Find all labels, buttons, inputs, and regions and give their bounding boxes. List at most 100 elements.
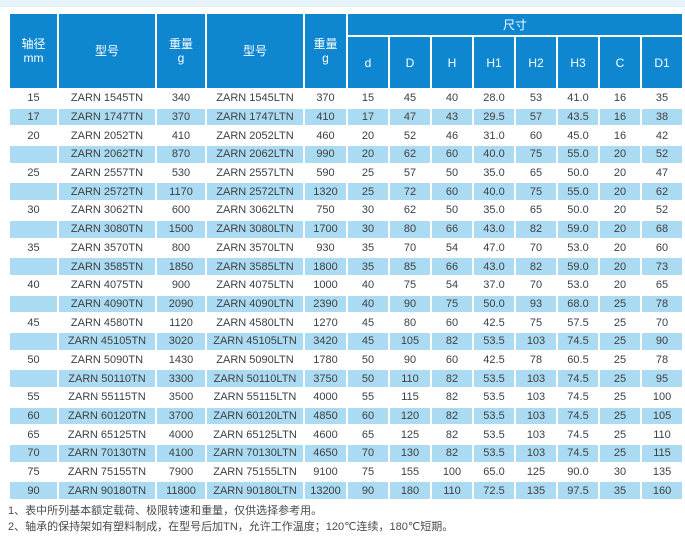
shaft-diameter-cell: 35	[8, 237, 59, 259]
model-ltn-cell: ZARN 2062LTN	[205, 144, 305, 165]
model-ltn-cell: ZARN 3570LTN	[205, 237, 305, 259]
dim-H3-cell: 90.0	[556, 461, 600, 483]
dim-C-cell: 16	[598, 88, 642, 109]
header-row-dimensions: d D H H1 H2 H3 C D1	[9, 35, 685, 90]
dim-H2-cell: 125	[514, 461, 558, 483]
col-header-h2: H2	[514, 35, 558, 90]
dim-H1-cell: 35.0	[472, 162, 516, 184]
dim-C-cell: 16	[598, 125, 642, 147]
dim-H2-cell: 93	[514, 293, 558, 315]
dim-H3-cell: 60.5	[556, 349, 600, 371]
shaft-diameter-cell: 60	[8, 405, 59, 427]
model-ltn-cell: ZARN 1545LTN	[205, 88, 305, 109]
dim-D1-cell: 135	[639, 461, 685, 483]
dim-d-cell: 50	[346, 349, 390, 371]
weight-tn-cell: 1500	[155, 218, 207, 240]
dim-D-cell: 75	[388, 274, 432, 296]
dim-D1-cell: 70	[639, 312, 685, 333]
table-row: ZARN 3080TN 1500 ZARN 3080LTN 1700 30 80 66 43.…	[8, 218, 685, 240]
dim-H-cell: 40	[430, 88, 474, 109]
weight-ltn-cell: 4000	[303, 387, 348, 408]
dim-D-cell: 80	[388, 312, 432, 333]
table-row: 15 ZARN 1545TN 340 ZARN 1545LTN 370 15 45 40 28.…	[8, 88, 685, 109]
weight-tn-cell: 1170	[155, 181, 207, 203]
dim-H-cell: 82	[430, 387, 474, 408]
dim-H-cell: 66	[430, 256, 474, 277]
dim-H2-cell: 103	[514, 424, 558, 446]
dim-D-cell: 115	[388, 387, 432, 408]
dim-H3-cell: 53.0	[556, 274, 600, 296]
table-row: ZARN 2572TN 1170 ZARN 2572LTN 1320 25 72 60 40.…	[8, 181, 685, 203]
dim-H3-cell: 59.0	[556, 256, 600, 277]
dim-H3-cell: 59.0	[556, 218, 600, 240]
dim-H3-cell: 74.5	[556, 405, 600, 427]
col-header-shaft-diameter: 轴径 mm	[8, 12, 59, 90]
dim-H3-cell: 74.5	[556, 387, 600, 408]
dim-d-cell: 60	[346, 405, 390, 427]
dim-H2-cell: 103	[514, 443, 558, 464]
model-tn-cell: ZARN 2557TN	[57, 162, 157, 184]
col-header-model-ltn: 型号	[205, 12, 305, 90]
shaft-diameter-cell: 25	[8, 162, 59, 184]
shaft-diameter-cell: 15	[8, 88, 59, 109]
dim-d-cell: 40	[346, 293, 390, 315]
weight-tn-cell: 870	[155, 144, 207, 165]
table-row: 55 ZARN 55115TN 3500 ZARN 55115LTN 4000 55 115…	[8, 387, 685, 408]
shaft-diameter-cell	[8, 293, 59, 315]
dim-D-cell: 90	[388, 349, 432, 371]
shaft-diameter-cell: 90	[8, 480, 59, 502]
dim-H-cell: 54	[430, 274, 474, 296]
dim-H1-cell: 53.5	[472, 443, 516, 464]
dim-d-cell: 20	[346, 144, 390, 165]
dim-H2-cell: 135	[514, 480, 558, 502]
weight-tn-cell: 3300	[155, 368, 207, 389]
weight-header-unit: g	[177, 51, 185, 65]
shaft-header-label: 轴径	[21, 37, 46, 51]
table-row: 35 ZARN 3570TN 800 ZARN 3570LTN 930 35 70 54 47.…	[8, 237, 685, 259]
weight-ltn-cell: 1320	[303, 181, 348, 203]
dim-H1-cell: 43.0	[472, 256, 516, 277]
dim-H-cell: 75	[430, 293, 474, 315]
dim-D1-cell: 38	[639, 106, 685, 128]
table-row: 65 ZARN 65125TN 4000 ZARN 65125LTN 4600 65 125…	[8, 424, 685, 446]
dim-H1-cell: 40.0	[472, 181, 516, 203]
dim-H2-cell: 65	[514, 200, 558, 221]
model-ltn-cell: ZARN 4090LTN	[205, 293, 305, 315]
weight-header-label: 重量	[313, 37, 338, 51]
dim-H-cell: 46	[430, 125, 474, 147]
dim-H3-cell: 45.0	[556, 125, 600, 147]
footnote-1: 1、表中所列基本额定载荷、极限转速和重量，仅供选择参考用。	[8, 505, 323, 517]
table-row: ZARN 2062TN 870 ZARN 2062LTN 990 20 62 60 40.0 7…	[8, 144, 685, 165]
dim-D1-cell: 78	[639, 349, 685, 371]
dim-H2-cell: 60	[514, 125, 558, 147]
weight-tn-cell: 7900	[155, 461, 207, 483]
weight-tn-cell: 530	[155, 162, 207, 184]
shaft-diameter-cell	[8, 368, 59, 389]
weight-ltn-cell: 1700	[303, 218, 348, 240]
dim-H3-cell: 43.5	[556, 106, 600, 128]
weight-header-unit: g	[322, 51, 329, 65]
weight-ltn-cell: 750	[303, 200, 348, 221]
shaft-diameter-cell: 50	[8, 349, 59, 371]
model-ltn-cell: ZARN 55115LTN	[205, 387, 305, 408]
top-accent-strip	[0, 0, 685, 7]
weight-ltn-cell: 4650	[303, 443, 348, 464]
dim-C-cell: 25	[598, 349, 642, 371]
dim-H2-cell: 70	[514, 274, 558, 296]
dim-H2-cell: 103	[514, 330, 558, 352]
dim-H2-cell: 70	[514, 237, 558, 259]
dim-D-cell: 47	[388, 106, 432, 128]
dim-D-cell: 120	[388, 405, 432, 427]
weight-ltn-cell: 9100	[303, 461, 348, 483]
dim-H2-cell: 82	[514, 256, 558, 277]
dim-d-cell: 45	[346, 312, 390, 333]
dim-H1-cell: 31.0	[472, 125, 516, 147]
dim-H-cell: 43	[430, 106, 474, 128]
shaft-diameter-cell: 20	[8, 125, 59, 147]
model-tn-cell: ZARN 2052TN	[57, 125, 157, 147]
model-tn-cell: ZARN 55115TN	[57, 387, 157, 408]
table-row: 20 ZARN 2052TN 410 ZARN 2052LTN 460 20 52 46 31.…	[8, 125, 685, 147]
dim-D1-cell: 115	[639, 443, 685, 464]
dim-C-cell: 20	[598, 274, 642, 296]
dim-H3-cell: 53.0	[556, 237, 600, 259]
